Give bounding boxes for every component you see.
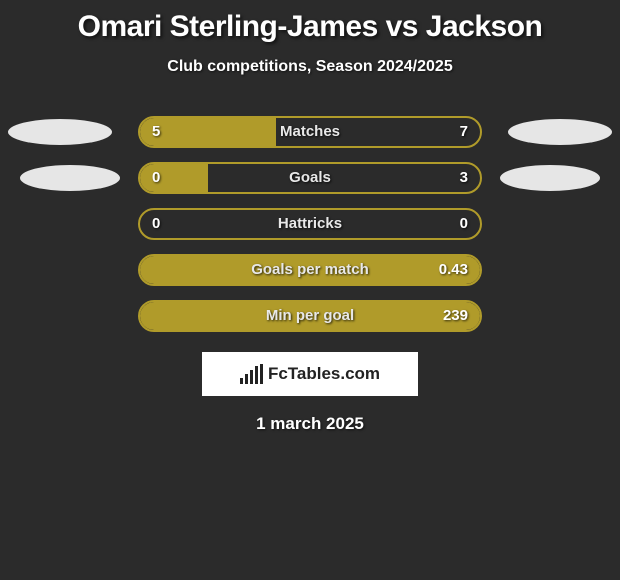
page-subtitle: Club competitions, Season 2024/2025 (0, 58, 620, 76)
date-text: 1 march 2025 (0, 414, 620, 434)
ellipse-icon (8, 119, 112, 145)
logo-text: FcTables.com (268, 364, 380, 384)
ellipse-icon (500, 165, 600, 191)
stat-row: 0.43Goals per match (0, 254, 620, 286)
stat-label: Matches (138, 116, 482, 148)
stat-row: 239Min per goal (0, 300, 620, 332)
stat-label: Hattricks (138, 208, 482, 240)
stat-rows: 57Matches 03Goals 00Hattricks 0.43Goals per… (0, 116, 620, 332)
stat-label: Goals (138, 162, 482, 194)
stat-label: Min per goal (138, 300, 482, 332)
stat-label: Goals per match (138, 254, 482, 286)
stat-row: 03Goals (0, 162, 620, 194)
page-title: Omari Sterling-James vs Jackson (0, 0, 620, 44)
ellipse-icon (508, 119, 612, 145)
stat-row: 57Matches (0, 116, 620, 148)
logo-chart-icon (240, 364, 264, 384)
ellipse-icon (20, 165, 120, 191)
stat-row: 00Hattricks (0, 208, 620, 240)
logo-box: FcTables.com (202, 352, 418, 396)
